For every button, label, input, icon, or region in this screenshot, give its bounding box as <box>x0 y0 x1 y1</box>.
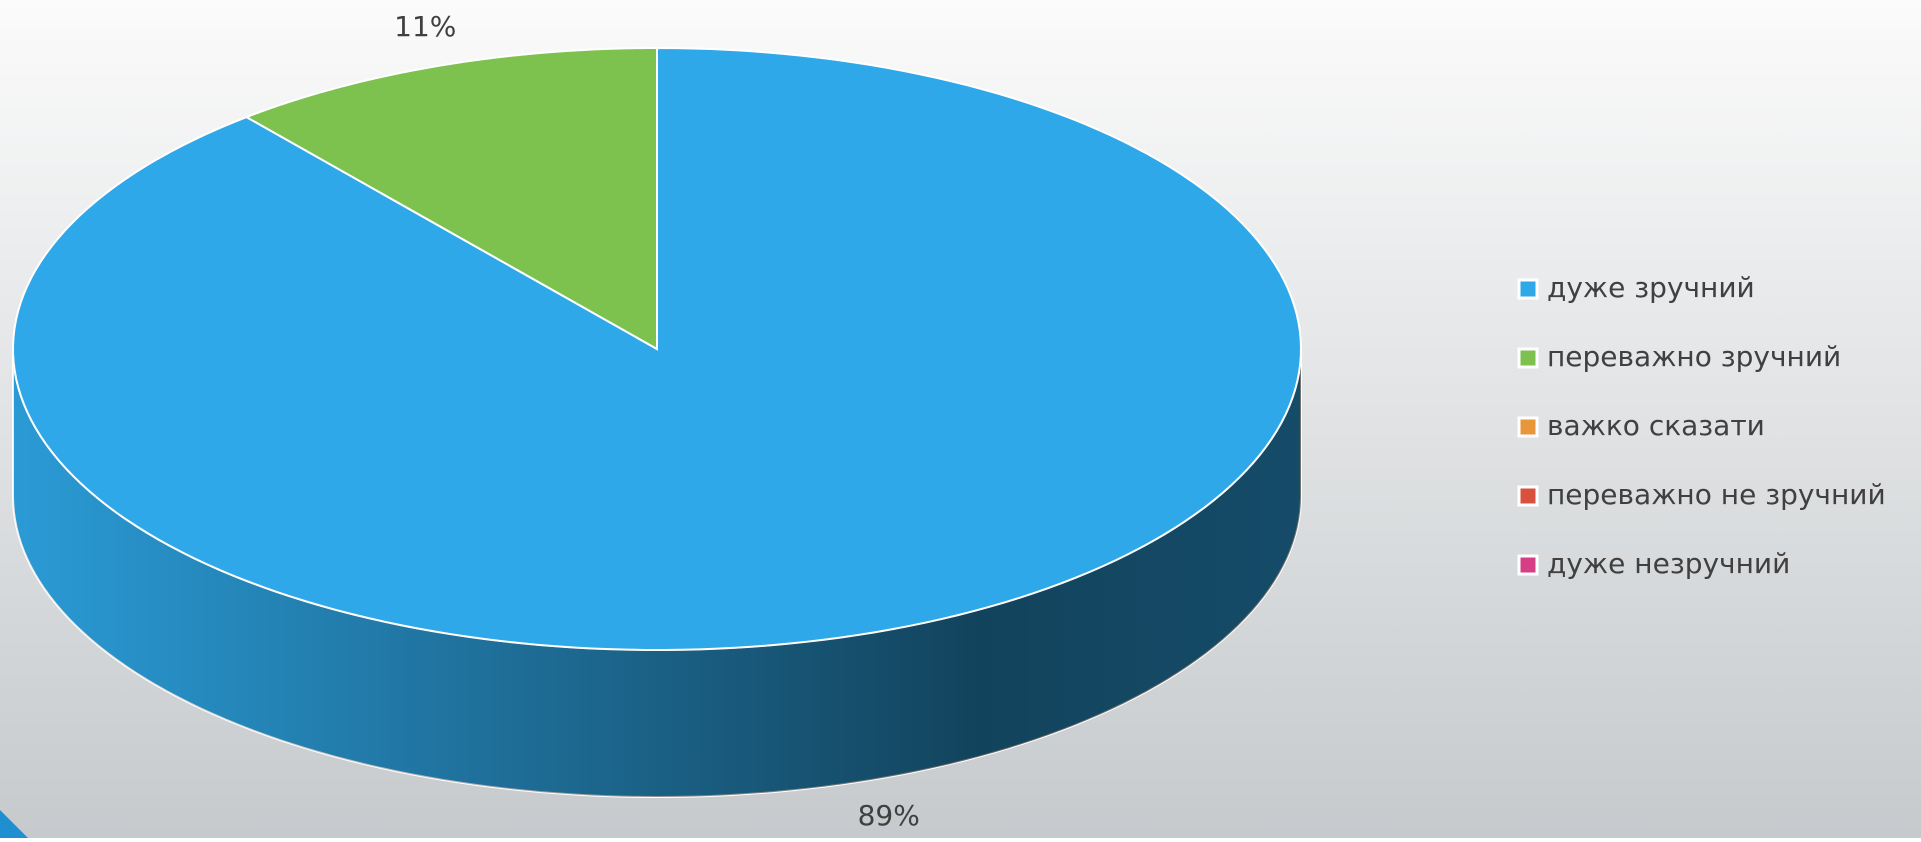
legend-swatch <box>1517 278 1539 300</box>
side-shade <box>13 349 1301 797</box>
data-label: 11% <box>394 10 456 43</box>
pie-slice <box>244 46 658 351</box>
legend-label: важко сказати <box>1547 409 1765 442</box>
legend-label: дуже зручний <box>1547 271 1755 304</box>
legend-swatch <box>1517 347 1539 369</box>
legend-swatch <box>1517 485 1539 507</box>
legend-swatch <box>1517 416 1539 438</box>
legend-swatch <box>1517 554 1539 576</box>
data-label: 89% <box>858 799 920 832</box>
corner-decoration <box>0 810 28 838</box>
legend-label: дуже незручний <box>1547 547 1790 580</box>
legend-label: переважно не зручний <box>1547 478 1886 511</box>
legend-label: переважно зручний <box>1547 340 1841 373</box>
